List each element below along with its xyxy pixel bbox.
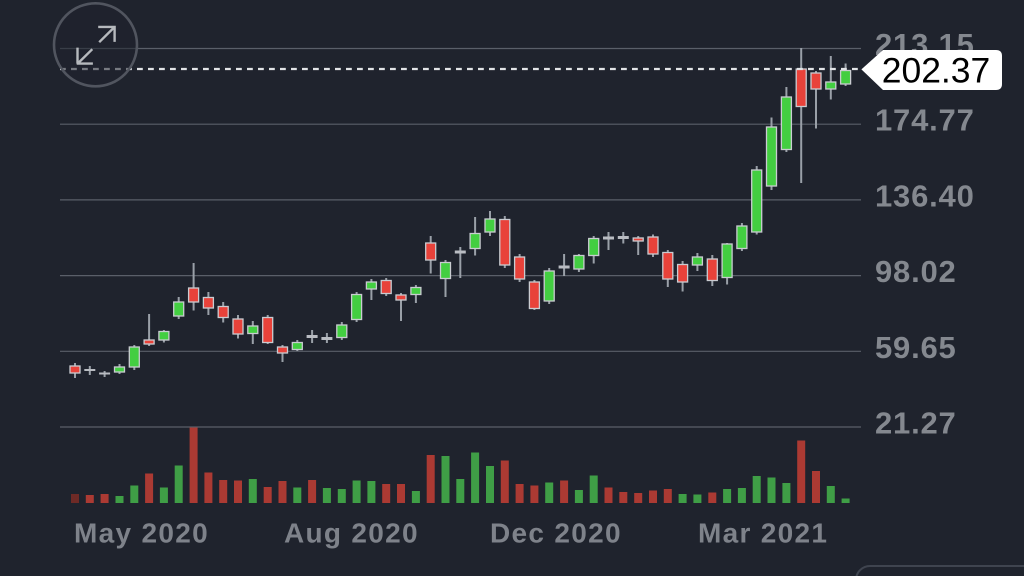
svg-text:98.02: 98.02 — [875, 254, 957, 289]
svg-text:174.77: 174.77 — [875, 103, 975, 138]
svg-text:136.40: 136.40 — [875, 178, 975, 213]
svg-text:May 2020: May 2020 — [74, 518, 209, 549]
svg-text:Mar 2021: Mar 2021 — [698, 518, 828, 549]
svg-text:Dec 2020: Dec 2020 — [490, 518, 622, 549]
svg-text:Aug 2020: Aug 2020 — [284, 518, 419, 549]
svg-text:59.65: 59.65 — [875, 330, 957, 365]
svg-text:21.27: 21.27 — [875, 406, 957, 441]
svg-text:202.37: 202.37 — [882, 51, 991, 91]
